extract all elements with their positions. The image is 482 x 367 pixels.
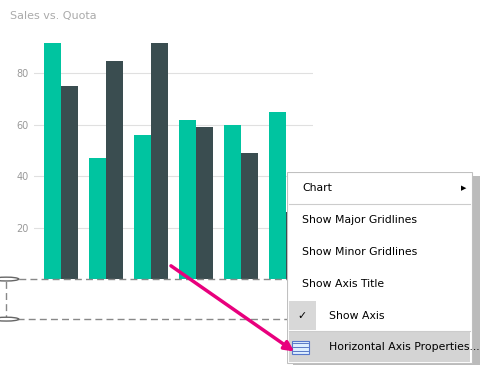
Text: ▶: ▶ [461,185,467,191]
Text: Sales vs. Quota: Sales vs. Quota [10,11,96,21]
Bar [289,333,470,362]
Circle shape [295,317,320,321]
Text: ✓: ✓ [298,310,307,320]
Bar [289,301,316,331]
Bar [241,153,258,279]
Text: Show Minor Gridlines: Show Minor Gridlines [302,247,417,257]
Bar [6,279,307,319]
Bar [224,125,241,279]
Text: Chart: Chart [302,184,332,193]
Bar [89,158,106,279]
Circle shape [0,317,19,321]
Text: Show Axis: Show Axis [329,310,385,320]
Bar [196,127,213,279]
Bar [292,341,309,354]
Bar [44,43,61,279]
Bar [151,43,168,279]
Bar [134,135,151,279]
Bar [179,120,196,279]
Bar [61,86,78,279]
Bar [106,61,123,279]
Bar [269,112,286,279]
Circle shape [295,277,320,281]
Bar [302,296,312,302]
Text: Show Major Gridlines: Show Major Gridlines [302,215,417,225]
Text: Show Axis Title: Show Axis Title [302,279,384,289]
Bar [286,212,303,279]
Circle shape [0,277,19,281]
Text: Horizontal Axis Properties...: Horizontal Axis Properties... [329,342,480,352]
